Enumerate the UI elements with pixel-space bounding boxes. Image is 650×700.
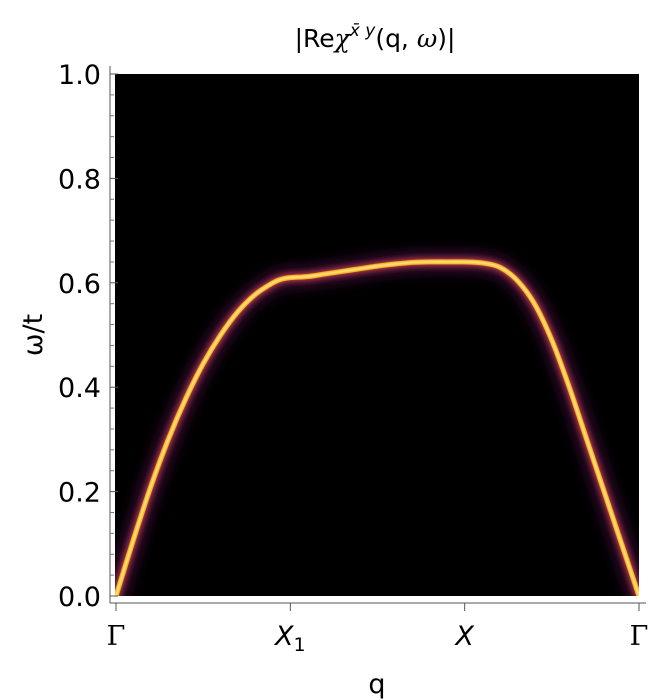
y-tick-label: 0.6 xyxy=(58,269,101,300)
dispersion-line-core xyxy=(115,260,639,596)
x-axis-label: q xyxy=(368,669,385,700)
axes xyxy=(109,66,646,604)
x-tick-label: Γ xyxy=(630,621,649,652)
x-tick-label: X1 xyxy=(273,621,306,656)
dispersion-band xyxy=(115,252,639,596)
y-tick-label: 0.8 xyxy=(58,164,101,195)
y-tick-label: 1.0 xyxy=(58,60,101,91)
y-tick-label: 0.2 xyxy=(58,478,101,509)
y-tick-label: 0.4 xyxy=(58,373,101,404)
x-ticks: Γ X1 X Γ xyxy=(107,603,649,656)
x-tick-label: X xyxy=(453,621,474,652)
y-ticks: 0.0 0.2 0.4 0.6 0.8 1.0 xyxy=(58,60,118,613)
y-tick-label: 0.0 xyxy=(58,582,101,613)
x-tick-label: Γ xyxy=(107,621,126,652)
plot-background xyxy=(115,74,639,596)
y-axis-label: ω/t xyxy=(18,314,49,356)
chart-title: |Reχx̄ y(q, ω)| xyxy=(295,21,456,53)
